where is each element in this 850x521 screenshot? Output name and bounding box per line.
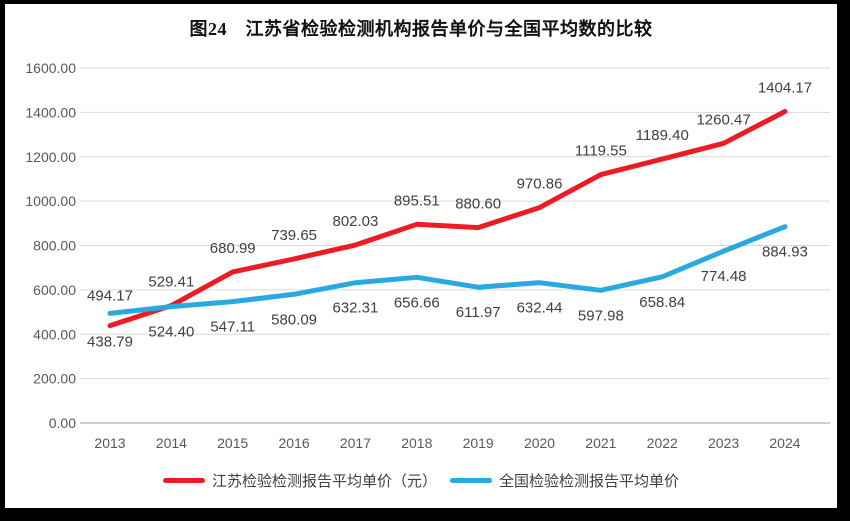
legend-label-national: 全国检验检测报告平均单价 (499, 473, 680, 490)
x-tick-label: 2013 (94, 435, 125, 451)
x-tick-label: 2017 (340, 435, 371, 451)
data-label: 580.09 (271, 311, 317, 328)
y-tick-label: 1000.00 (25, 193, 76, 209)
x-tick-label: 2018 (401, 435, 432, 451)
national-series-swatch-icon (450, 478, 492, 483)
data-label: 1404.17 (758, 79, 812, 96)
data-label: 880.60 (455, 196, 501, 213)
legend-label-jiangsu: 江苏检验检测报告平均单价（元） (211, 473, 437, 490)
data-label: 611.97 (456, 304, 501, 321)
data-label: 970.86 (517, 176, 563, 193)
data-label: 632.31 (332, 300, 378, 317)
data-label: 802.03 (332, 213, 378, 230)
chart-page: 图24 江苏省检验检测机构报告单价与全国平均数的比较 0.00 200.00 400… (5, 4, 837, 508)
legend: 江苏检验检测报告平均单价（元） 全国检验检测报告平均单价 (5, 470, 837, 491)
data-label: 494.17 (87, 287, 133, 304)
series-line-1 (107, 224, 788, 316)
y-tick-label: 400.00 (33, 326, 76, 342)
data-label: 656.66 (394, 294, 440, 311)
x-tick-label: 2021 (585, 435, 616, 451)
y-tick-label: 600.00 (33, 282, 76, 298)
data-label: 1260.47 (696, 111, 750, 128)
chart-title: 图24 江苏省检验检测机构报告单价与全国平均数的比较 (189, 19, 653, 39)
x-tick-label: 2024 (769, 435, 800, 451)
x-tick-label: 2023 (708, 435, 739, 451)
y-tick-label: 1400.00 (25, 104, 76, 120)
y-tick-label: 800.00 (33, 238, 76, 254)
data-label: 632.44 (517, 300, 563, 317)
data-label: 1119.55 (575, 143, 627, 160)
data-label: 438.79 (87, 334, 133, 351)
x-tick-label: 2020 (524, 435, 555, 451)
data-label: 529.41 (148, 274, 194, 291)
x-tick-label: 2022 (647, 435, 678, 451)
jiangsu-series-swatch-icon (162, 478, 205, 483)
y-tick-label: 1200.00 (25, 149, 76, 165)
x-tick-label: 2016 (279, 435, 310, 451)
data-label: 597.98 (578, 307, 624, 324)
x-tick-label: 2019 (463, 435, 494, 451)
data-label: 895.51 (394, 192, 440, 209)
data-label: 884.93 (762, 244, 808, 261)
line-chart-plot-area: 0.00 200.00 400.00 600.00 800.00 1000.00 1200.… (25, 60, 830, 451)
y-tick-label: 0.00 (49, 415, 76, 431)
y-tick-label: 200.00 (33, 371, 76, 387)
data-label: 658.84 (639, 294, 685, 311)
series-line-0 (107, 108, 788, 329)
data-label: 739.65 (271, 227, 317, 244)
data-label: 547.11 (210, 319, 255, 336)
x-tick-label: 2014 (156, 435, 187, 451)
legend-item-jiangsu: 江苏检验检测报告平均单价（元） (162, 470, 437, 491)
x-tick-label: 2015 (217, 435, 248, 451)
data-label: 680.99 (210, 240, 256, 257)
data-label: 1189.40 (636, 127, 689, 144)
legend-item-national: 全国检验检测报告平均单价 (450, 470, 679, 491)
y-tick-label: 1600.00 (25, 60, 76, 76)
data-label: 524.40 (148, 324, 194, 341)
data-label: 774.48 (701, 268, 747, 285)
